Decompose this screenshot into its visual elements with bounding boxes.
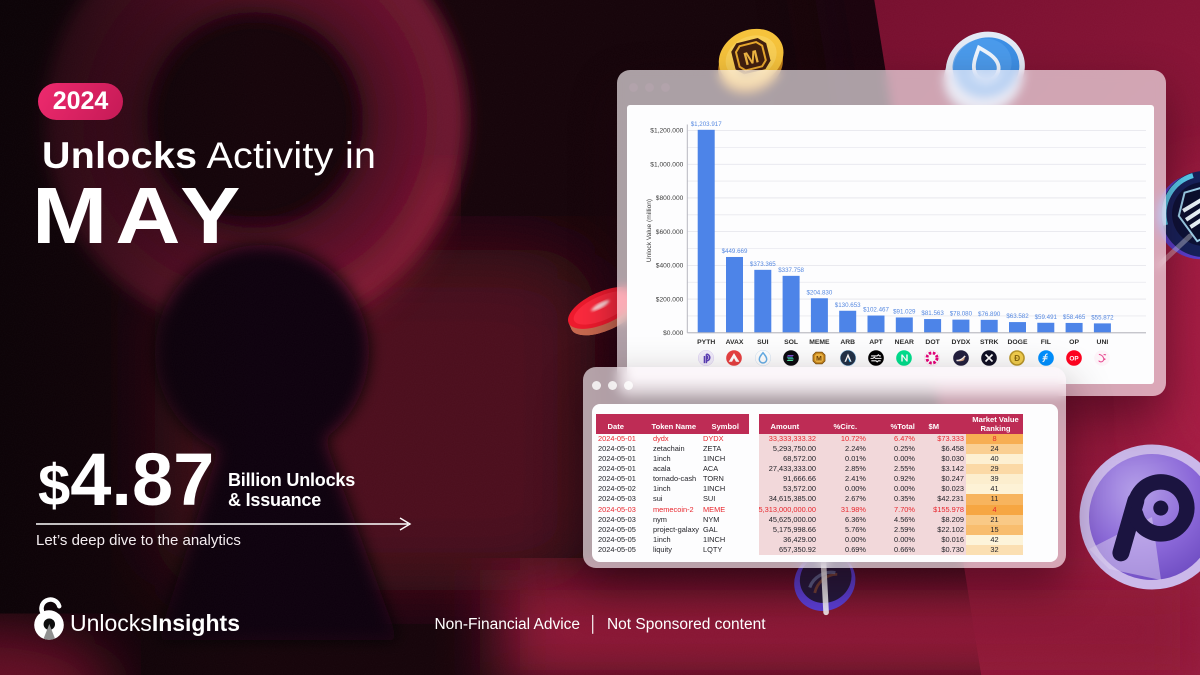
svg-text:$800.000: $800.000 — [656, 195, 684, 202]
svg-text:$102.467: $102.467 — [863, 306, 889, 313]
svg-text:$59.491: $59.491 — [1035, 313, 1058, 320]
svg-text:NEAR: NEAR — [895, 338, 914, 345]
svg-text:$449.669: $449.669 — [722, 247, 748, 254]
svg-text:$76.890: $76.890 — [978, 310, 1001, 317]
svg-text:MEME: MEME — [809, 338, 830, 345]
svg-text:$63.582: $63.582 — [1006, 313, 1029, 320]
svg-text:AVAX: AVAX — [726, 338, 744, 345]
svg-text:STRK: STRK — [980, 338, 999, 345]
svg-text:$400.000: $400.000 — [656, 262, 684, 269]
svg-text:M: M — [816, 356, 822, 363]
svg-text:$200.000: $200.000 — [656, 296, 684, 303]
svg-text:$81.563: $81.563 — [921, 310, 944, 317]
svg-text:$373.365: $373.365 — [750, 260, 776, 267]
svg-text:PYTH: PYTH — [697, 338, 715, 345]
svg-text:SUI: SUI — [757, 338, 768, 345]
svg-text:$337.758: $337.758 — [778, 266, 804, 273]
svg-text:OP: OP — [1069, 338, 1079, 345]
svg-text:$1,000.000: $1,000.000 — [650, 161, 683, 168]
svg-text:ARB: ARB — [840, 338, 855, 345]
svg-text:FIL: FIL — [1041, 338, 1051, 345]
svg-text:$1,203.917: $1,203.917 — [691, 120, 723, 127]
svg-text:$78.080: $78.080 — [950, 310, 973, 317]
svg-text:APT: APT — [869, 338, 883, 345]
svg-text:$600.000: $600.000 — [656, 228, 684, 235]
svg-text:UNI: UNI — [1097, 338, 1109, 345]
svg-text:Unlock Value (million): Unlock Value (million) — [646, 198, 653, 261]
svg-text:M: M — [742, 46, 761, 69]
svg-text:DYDX: DYDX — [951, 338, 970, 345]
svg-text:SOL: SOL — [784, 338, 798, 345]
svg-text:OP: OP — [1069, 356, 1079, 363]
svg-text:$91.029: $91.029 — [893, 308, 916, 315]
svg-text:DOGE: DOGE — [1007, 338, 1027, 345]
svg-text:$55.872: $55.872 — [1091, 314, 1114, 321]
svg-text:$130.653: $130.653 — [835, 301, 861, 308]
svg-text:$0.000: $0.000 — [663, 330, 684, 337]
svg-text:$58.465: $58.465 — [1063, 313, 1086, 320]
svg-text:DOT: DOT — [925, 338, 940, 345]
svg-text:$1,200.000: $1,200.000 — [650, 127, 683, 134]
svg-text:Đ: Đ — [1015, 354, 1021, 363]
svg-text:$204.830: $204.830 — [806, 289, 832, 296]
